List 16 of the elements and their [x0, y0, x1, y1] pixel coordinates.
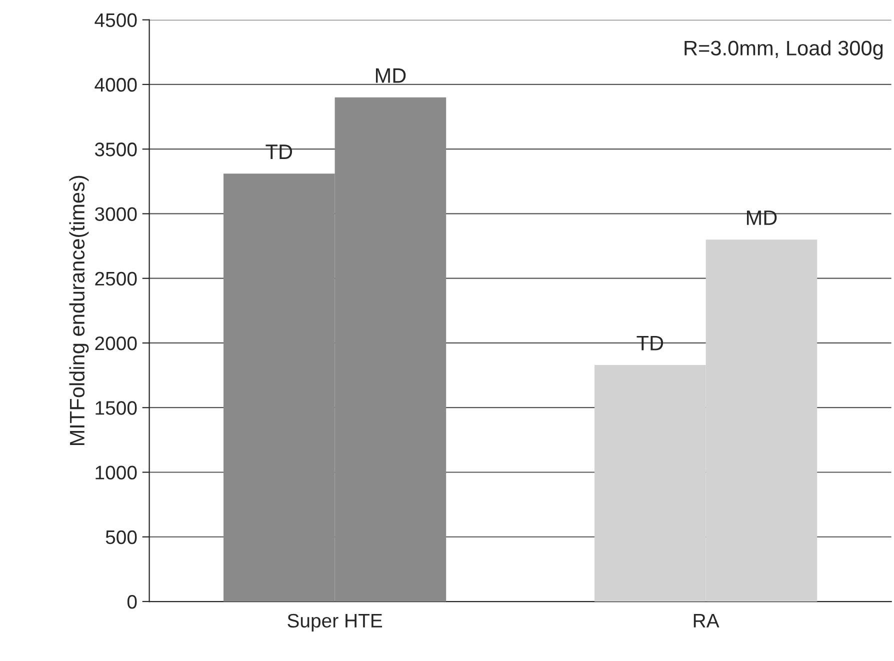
- y-tick-label: 2500: [95, 272, 137, 286]
- y-tick-label: 500: [106, 530, 137, 544]
- annotation: R=3.0mm, Load 300g: [684, 40, 883, 60]
- y-tick-label: 0: [127, 594, 137, 609]
- series-label: MD: [376, 68, 406, 83]
- x-tick-label: Super HTE: [288, 614, 382, 632]
- y-tick-label: 1000: [96, 466, 137, 480]
- y-tick-label: 2000: [95, 336, 137, 350]
- text: MD: [746, 210, 777, 225]
- y-axis-title: MITFolding endurance(times): [69, 176, 89, 445]
- x-tick-label: RA: [694, 614, 720, 628]
- y-tick-label: 3000: [94, 207, 137, 221]
- y-tick-label: 3500: [94, 142, 137, 156]
- y-tick-label: 4000: [94, 78, 137, 92]
- y-tick-label: 4500: [94, 13, 137, 28]
- y-tick-label: 1500: [96, 401, 137, 415]
